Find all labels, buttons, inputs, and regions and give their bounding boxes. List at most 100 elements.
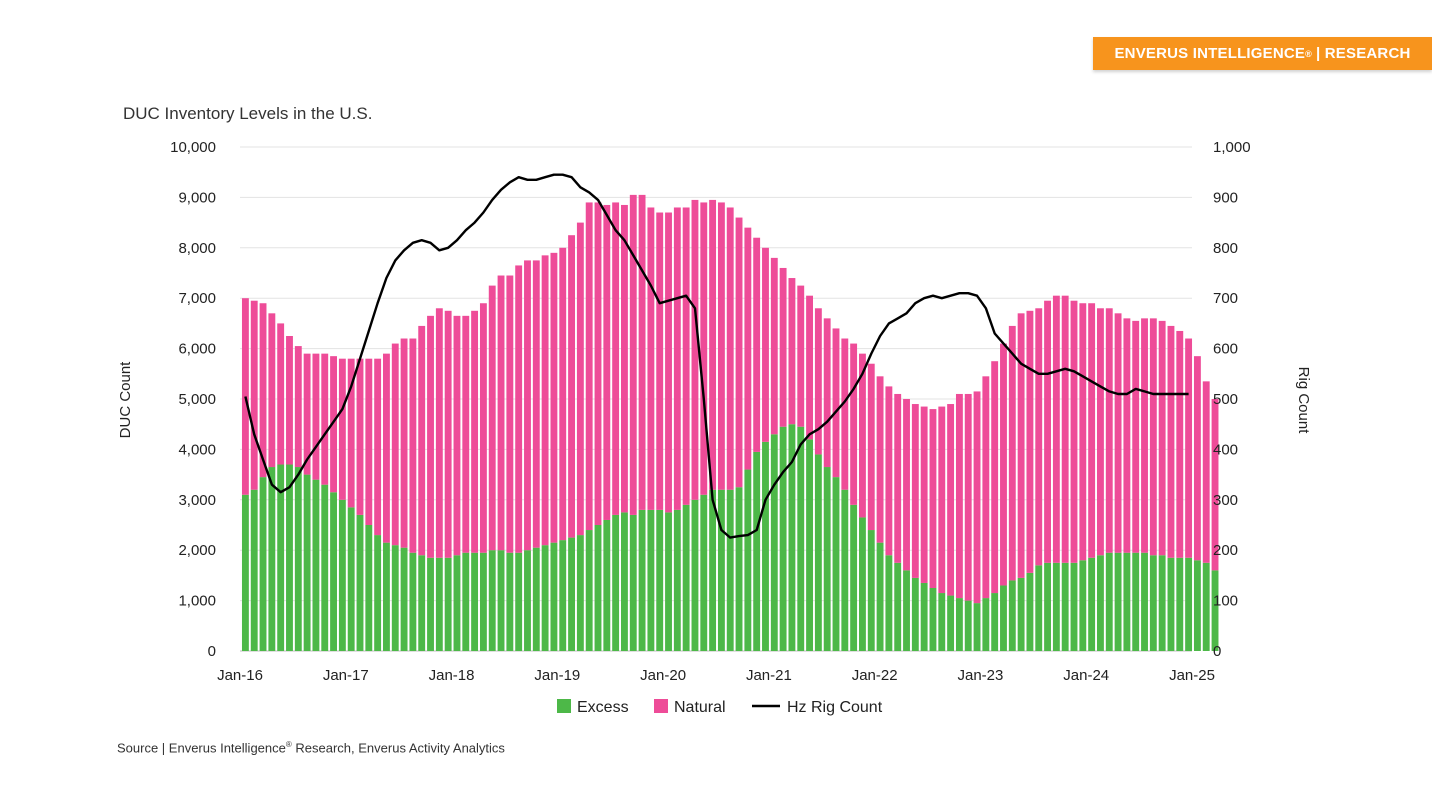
bar-natural [1044,300,1051,563]
bar-natural [832,328,840,478]
y-tick-label: 3,000 [178,492,216,509]
bar-excess [1044,562,1051,651]
brand-banner: ENVERUS INTELLIGENCE ® | RESEARCH [1093,37,1432,70]
x-axis-ticks: Jan-16 Jan-17 Jan-18 Jan-19 Jan-20 Jan-21 Jan-… [217,667,1215,684]
bar-natural [1176,330,1184,558]
line-series [244,173,1189,539]
bar-natural [1114,313,1122,553]
bar-natural [911,404,919,578]
bar-natural [303,353,311,475]
bar-excess [638,509,646,651]
legend-label-excess: Excess [577,699,629,716]
bar-excess [1061,562,1069,651]
bar-natural [788,278,796,425]
legend-label-natural: Natural [674,699,726,716]
bar-natural [400,338,408,548]
bar-excess [1017,577,1025,651]
bar-natural [876,376,884,543]
bar-natural [515,265,523,553]
bar-excess [1008,580,1016,651]
brand-name: ENVERUS INTELLIGENCE [1114,45,1306,62]
bar-natural [277,323,285,465]
bar-natural [1008,325,1016,581]
y-tick-label: 0 [208,643,216,660]
bar-excess [594,525,602,651]
bar-natural [268,313,276,468]
chart-title: DUC Inventory Levels in the U.S. [123,104,373,123]
bar-excess [471,552,479,651]
bar-natural [409,338,417,553]
y-tick-label: 5,000 [178,391,216,408]
bar-excess [823,467,831,651]
bar-excess [286,464,293,651]
bar-natural [647,207,655,510]
bar-natural [1123,318,1131,553]
bar-natural [462,315,470,553]
bar-natural [330,356,337,493]
y-tick-label: 10,000 [170,139,216,156]
bar-excess [1141,552,1148,651]
brand-suffix: | RESEARCH [1315,45,1411,62]
bar-excess [717,489,725,651]
bar-natural [603,204,611,520]
bar-natural [427,315,434,558]
bar-natural [312,353,320,480]
bar-excess [391,545,399,651]
bar-excess [1105,552,1113,651]
bar-natural [1202,381,1210,563]
bar-excess [1088,557,1096,651]
bar-excess [744,469,752,651]
bar-excess [735,487,743,651]
bar-natural [991,361,999,594]
x-tick-label: Jan-18 [429,667,475,684]
bar-natural [1079,303,1087,561]
y2-tick-label: 400 [1213,441,1238,458]
bar-natural [497,275,505,551]
bar-natural [894,393,902,563]
bar-excess [488,550,496,651]
bar-natural [374,358,382,536]
bar-natural [973,391,981,604]
y2-tick-label: 200 [1213,542,1238,559]
bar-natural [665,212,672,513]
bar-natural [806,295,813,440]
bar-natural [955,393,963,599]
x-tick-label: Jan-21 [746,667,792,684]
bar-excess [462,552,470,651]
bar-natural [982,376,990,599]
bar-excess [629,514,637,651]
bar-excess [929,588,937,651]
x-tick-label: Jan-20 [640,667,686,684]
bar-excess [665,512,672,651]
bar-natural [779,267,787,427]
bar-excess [1176,557,1184,651]
bar-excess [365,525,373,651]
bar-excess [867,530,875,651]
bar-excess [973,603,981,651]
bar-natural [621,204,628,513]
y-tick-label: 1,000 [178,593,216,610]
bar-natural [903,399,910,571]
bar-natural [365,358,373,525]
bar-excess [1097,555,1104,651]
bar-excess [1211,570,1219,651]
bar-excess [550,542,558,651]
bar-excess [1132,552,1140,651]
bar-natural [338,358,346,500]
bar-natural [735,217,743,488]
bar-excess [621,512,628,651]
bar-excess [1026,572,1034,651]
bar-excess [383,542,390,651]
bar-natural [612,202,620,515]
bar-natural [823,318,831,468]
bar-natural [294,346,302,468]
bar-excess [700,494,708,651]
bar-natural [709,199,717,490]
y2-tick-label: 900 [1213,189,1238,206]
y-tick-label: 7,000 [178,290,216,307]
bar-natural [762,247,769,442]
bar-excess [814,454,822,651]
bar-excess [1035,565,1043,651]
bar-excess [955,598,963,651]
bar-natural [638,194,646,510]
